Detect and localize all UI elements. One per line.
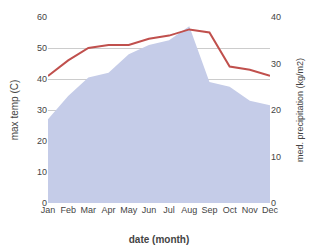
svg-text:0: 0: [42, 198, 47, 208]
svg-text:May: May: [120, 205, 138, 215]
svg-text:40: 40: [271, 12, 281, 22]
svg-text:max temp (C): max temp (C): [9, 80, 20, 141]
svg-text:0: 0: [271, 198, 276, 208]
svg-text:20: 20: [37, 136, 47, 146]
svg-text:Feb: Feb: [60, 205, 76, 215]
svg-text:Sep: Sep: [201, 205, 217, 215]
svg-text:60: 60: [37, 12, 47, 22]
svg-text:Mar: Mar: [81, 205, 97, 215]
svg-text:20: 20: [271, 105, 281, 115]
svg-text:Oct: Oct: [223, 205, 238, 215]
svg-text:50: 50: [37, 43, 47, 53]
svg-text:Aug: Aug: [181, 205, 197, 215]
svg-text:Nov: Nov: [242, 205, 259, 215]
svg-text:Dec: Dec: [262, 205, 279, 215]
svg-text:Jun: Jun: [142, 205, 157, 215]
svg-text:10: 10: [37, 167, 47, 177]
svg-text:30: 30: [271, 59, 281, 69]
svg-text:10: 10: [271, 152, 281, 162]
svg-text:date (month): date (month): [129, 234, 190, 245]
svg-text:med. precipitation (kg/m2): med. precipitation (kg/m2): [295, 58, 305, 162]
svg-text:Jan: Jan: [41, 205, 56, 215]
svg-text:30: 30: [37, 105, 47, 115]
svg-text:40: 40: [37, 74, 47, 84]
svg-text:Jul: Jul: [163, 205, 175, 215]
svg-text:Apr: Apr: [102, 205, 116, 215]
